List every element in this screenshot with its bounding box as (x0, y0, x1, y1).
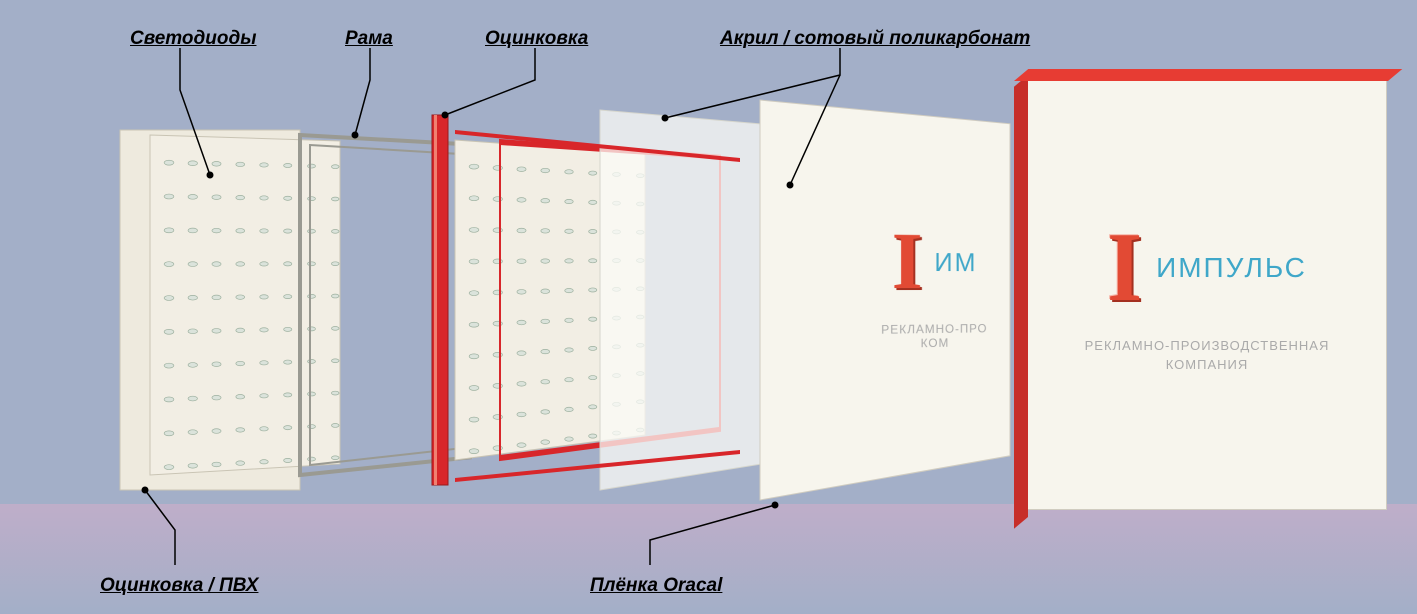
leader-dot-acrylic (662, 115, 669, 122)
label-acrylic: Акрил / сотовый поликарбонат (720, 28, 1030, 50)
leader-dot-leds (207, 172, 214, 179)
leader-dot-oracal (772, 502, 779, 509)
leader-oracal (650, 505, 775, 565)
led-panel (150, 135, 340, 475)
label-back: Оцинковка / ПВХ (100, 575, 258, 597)
label-oracal: Плёнка Oracal (590, 575, 722, 597)
lightbox-top (1014, 69, 1402, 81)
tagline-line2: КОМПАНИЯ (1166, 357, 1249, 372)
leader-galv (445, 48, 535, 115)
tagline-line1: РЕКЛАМНО-ПРОИЗВОДСТВЕННАЯ (1085, 338, 1330, 353)
brand-name: ИМПУЛЬС (1156, 252, 1307, 284)
leader-frame (355, 48, 370, 135)
galv-post (432, 115, 448, 485)
leader-dot-frame (352, 132, 359, 139)
leader-dot-back (142, 487, 149, 494)
final-lightbox: I ИМПУЛЬС РЕКЛАМНО-ПРОИЗВОДСТВЕННАЯ КОМП… (1027, 80, 1387, 510)
leader-back (145, 490, 175, 565)
label-frame: Рама (345, 28, 393, 50)
lightbox-side (1014, 75, 1028, 529)
leader-dot-galv (442, 112, 449, 119)
logo-icon: I (1107, 211, 1142, 324)
tagline: РЕКЛАМНО-ПРОИЗВОДСТВЕННАЯ КОМПАНИЯ (1085, 337, 1330, 373)
label-galv: Оцинковка (485, 28, 588, 50)
leader-dot-acrylic2 (787, 182, 794, 189)
logo-block: I ИМПУЛЬС (1107, 216, 1307, 319)
label-leds: Светодиоды (130, 28, 256, 50)
